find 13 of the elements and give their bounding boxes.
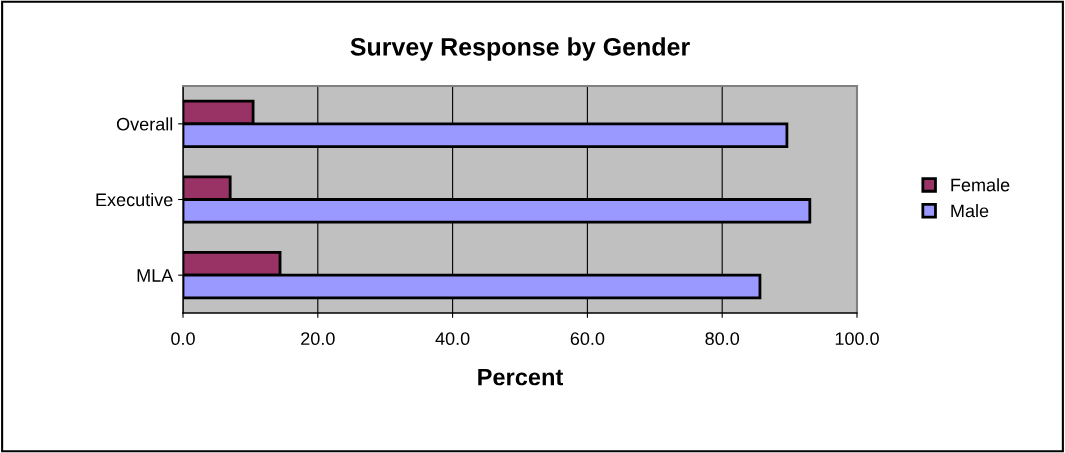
y-tick-label: Overall [116, 117, 173, 131]
y-tick-label: Executive [96, 192, 173, 207]
x-tick-label: 40.0 [435, 332, 470, 346]
x-tick-label: 60.0 [570, 332, 605, 346]
y-tick-label: MLA [137, 269, 174, 282]
legend-label: Female [951, 178, 1010, 192]
x-tick-label: 100.0 [835, 332, 879, 346]
x-tick-label: 0.0 [171, 332, 195, 346]
x-axis-title: Percent [478, 368, 564, 386]
legend-label: Male [951, 204, 989, 218]
x-tick-label: 80.0 [705, 332, 740, 346]
x-tick-label: 20.0 [301, 332, 335, 346]
chart-title: Survey Response by Gender [350, 37, 690, 61]
